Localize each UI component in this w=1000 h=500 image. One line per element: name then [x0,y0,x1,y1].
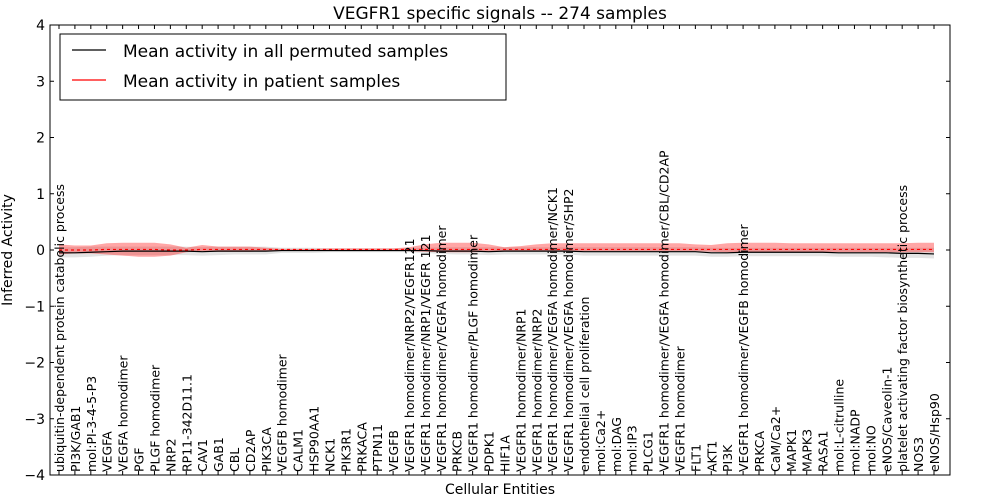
series-lines [59,248,935,255]
x-tick-label: PDPK1 [482,431,497,472]
x-tick-label: eNOS/Caveolin-1 [879,367,894,472]
x-axis-category-labels: ubiquitin-dependent protein catabolic pr… [52,150,942,472]
x-tick-label: mol:NADP [847,409,862,472]
x-tick-label: RP11-342D11.1 [179,374,194,472]
x-tick-label: FLT1 [688,444,703,472]
x-tick-label: VEGFR1 homodimer/VEGFB homodimer [736,224,751,472]
x-tick-label: MAPK1 [784,429,799,472]
x-tick-label: NRP2 [163,438,178,472]
y-tick-label: 2 [36,131,45,147]
x-tick-label: mol:DAG [609,417,624,472]
y-axis: −4 −3 −2 −1 0 1 2 3 4 [24,18,950,484]
x-tick-label: mol:Ca2+ [593,410,608,472]
x-tick-label: VEGFR1 homodimer/NRP1/VEGFR 121 [418,234,433,472]
x-tick-label: VEGFR1 homodimer/VEGFA homodimer/SHP2 [561,188,576,472]
x-tick-label: PRKCA [752,431,767,472]
x-tick-label: mol:NO [863,425,878,472]
y-tick-label: −4 [24,468,45,484]
x-tick-label: VEGFR1 homodimer/VEGFA homodimer/CBL/CD2… [657,150,672,472]
y-tick-label: 1 [36,187,45,203]
x-tick-label: VEGFR1 homodimer/VEGFA homodimer [434,225,449,472]
x-tick-label: mol:PI-3-4-5-P3 [84,376,99,472]
x-tick-label: VEGFB [386,430,401,472]
x-tick-label: NCK1 [322,438,337,472]
x-tick-label: mol:IP3 [625,425,640,472]
chart-title: VEGFR1 specific signals -- 274 samples [333,4,667,24]
x-tick-label: platelet activating factor biosynthetic … [895,185,910,472]
x-tick-label: CAV1 [195,439,210,472]
x-tick-label: VEGFA [100,431,115,472]
x-axis-label: Cellular Entities [445,482,555,498]
x-tick-label: PLCG1 [641,431,656,472]
line-series-1 [59,248,934,251]
x-tick-label: eNOS/Hsp90 [927,393,942,472]
legend-box [59,33,507,101]
x-tick-label: VEGFR1 homodimer [672,345,687,472]
x-tick-label: ubiquitin-dependent protein catabolic pr… [52,184,67,472]
x-tick-label: HSP90AA1 [307,406,322,472]
y-tick-label: 4 [36,18,45,34]
x-tick-label: PIK3R1 [338,428,353,472]
x-tick-label: MAPK3 [800,429,815,472]
x-tick-label: PRKACA [354,422,369,472]
x-tick-label: NOS3 [911,437,926,472]
legend-label-patient: Mean activity in patient samples [123,72,400,92]
x-tick-label: VEGFB homodimer [275,353,290,472]
x-tick-label: mol:L-citrulline [832,379,847,472]
y-tick-label: −2 [24,356,45,372]
y-axis-label: Inferred Activity [0,194,16,306]
x-tick-label: GAB1 [211,437,226,472]
x-tick-label: PGF [132,448,147,472]
line-series-0 [59,249,935,255]
x-tick-label: PI3K/GAB1 [68,406,83,472]
x-tick-label: CBL [227,448,242,472]
plot-frame [49,24,951,476]
x-tick-label: PI3K [720,444,735,472]
x-tick-label: CD2AP [243,429,258,472]
x-tick-label: VEGFR1 homodimer/NRP2 [529,309,544,472]
x-tick-label: endothelial cell proliferation [577,297,592,472]
y-tick-label: 0 [36,243,45,259]
x-tick-label: CALM1 [291,429,306,472]
y-tick-label: −3 [24,412,45,428]
x-tick-label: VEGFR1 homodimer/NRP2/VEGFR121 [402,238,417,472]
y-tick-label: −1 [24,299,45,315]
confidence-bands [59,242,934,259]
x-tick-label: PTPN11 [370,424,385,472]
x-tick-label: PRKCB [450,431,465,472]
legend-label-permuted: Mean activity in all permuted samples [123,42,448,62]
x-tick-label: VEGFR1 homodimer/VEGFA homodimer/NCK1 [545,187,560,472]
x-tick-label: PIK3CA [259,427,274,472]
x-tick-label: VEGFA homodimer [116,355,131,472]
x-axis-ticks [58,25,935,475]
y-tick-label: 3 [36,74,45,90]
band-series-1 [59,242,934,257]
x-tick-label: VEGFR1 homodimer/PLGF homodimer [466,234,481,472]
legend: Mean activity in all permuted samples Me… [59,33,507,101]
x-tick-label: AKT1 [704,441,719,472]
x-tick-label: PLGF homodimer [147,364,162,472]
x-tick-label: CaM/Ca2+ [768,406,783,472]
x-tick-label: HIF1A [497,435,512,472]
x-tick-label: VEGFR1 homodimer/NRP1 [513,309,528,472]
x-tick-label: RASA1 [816,431,831,472]
